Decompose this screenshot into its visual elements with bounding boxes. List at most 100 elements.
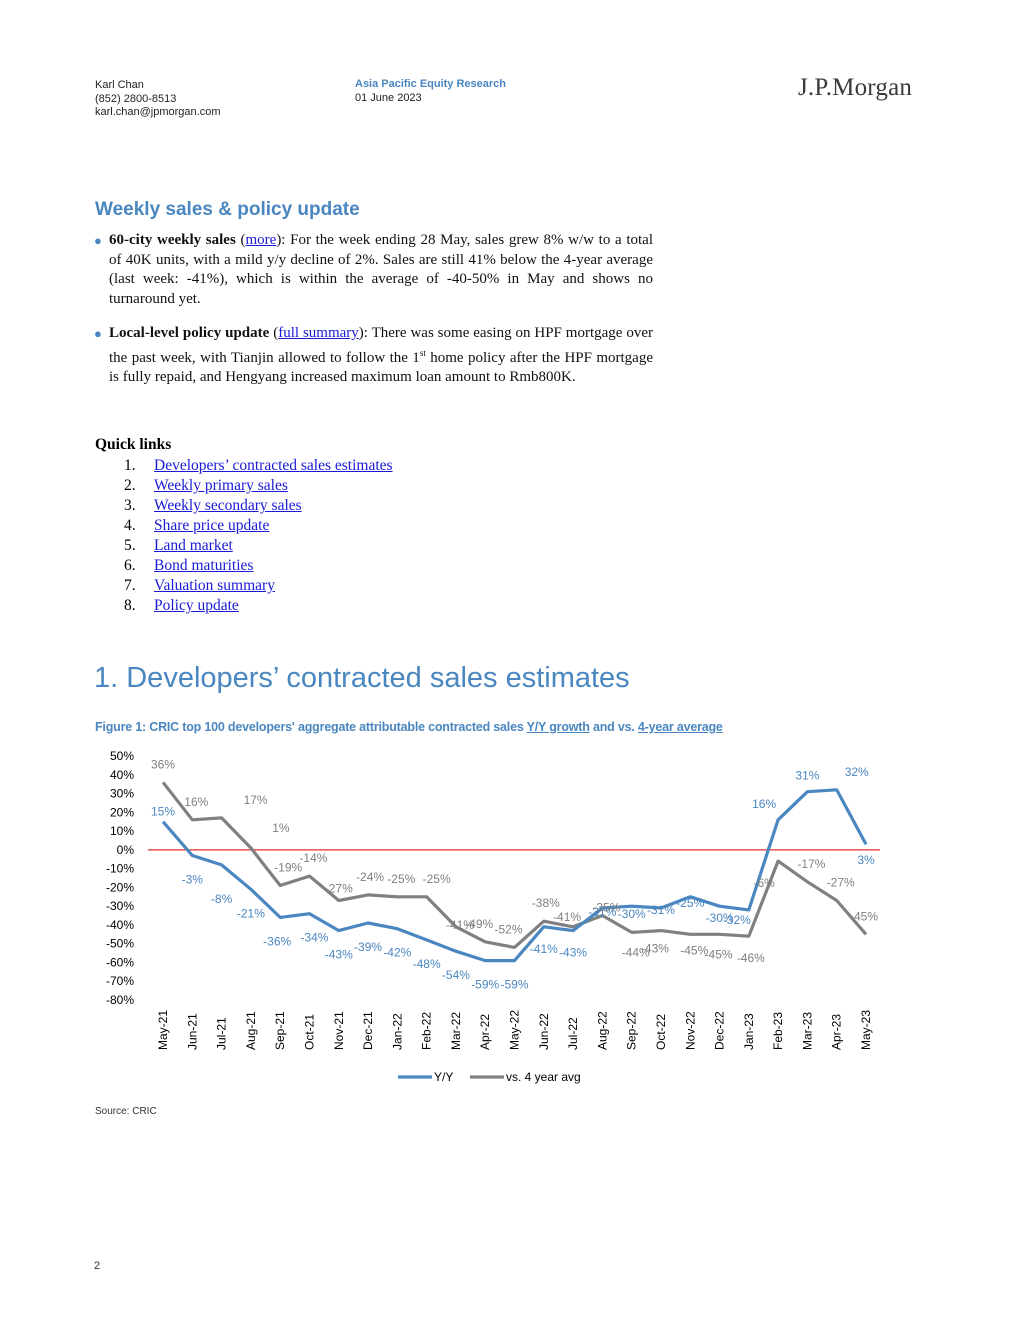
data-label-yy: -32%	[723, 913, 751, 927]
author-block: Karl Chan (852) 2800-8513 karl.chan@jpmo…	[95, 79, 221, 120]
sales-chart: 50% 40% 30% 20% 10% 0% -10% -20% -30% -40% -50% -60…	[106, 749, 880, 1084]
x-tick-label: Dec-22	[713, 1011, 727, 1050]
data-label-yy: -8%	[211, 892, 233, 906]
y-tick-label: 20%	[110, 805, 134, 819]
data-label-yy: 3%	[857, 853, 875, 867]
author-phone: (852) 2800-8513	[95, 92, 177, 105]
bullet-policy-update: ● Local-level policy update (full summar…	[94, 325, 654, 385]
full-summary-link[interactable]: full summary	[278, 325, 359, 341]
quick-link-item: 4. Share price update	[124, 517, 270, 534]
y-tick-label: 40%	[110, 768, 134, 782]
quick-link[interactable]: Policy update	[154, 597, 239, 614]
data-label-yy: -21%	[237, 906, 265, 920]
quick-link[interactable]: Land market	[154, 537, 233, 554]
data-label-yy: 15%	[151, 805, 175, 819]
y-tick-label: 30%	[110, 787, 134, 801]
data-label-yy: -36%	[263, 934, 291, 948]
data-label-4yr-avg: -45%	[850, 909, 878, 923]
y-tick-label: -60%	[106, 955, 134, 969]
quick-link-item: 3. Weekly secondary sales	[124, 497, 302, 514]
data-label-yy: -59%	[500, 978, 528, 992]
quick-link-item: 8. Policy update	[124, 597, 239, 614]
data-label-yy: -34%	[300, 931, 328, 945]
data-label-yy: -31%	[588, 905, 616, 919]
x-tick-label: Jan-22	[390, 1013, 404, 1050]
source-note: Source: CRIC	[95, 1106, 157, 1117]
quick-link-item: 1. Developers’ contracted sales estimates	[124, 457, 393, 474]
x-tick-label: Oct-22	[654, 1014, 668, 1050]
data-label-4yr-avg: -27%	[827, 876, 855, 890]
data-label-yy: -54%	[442, 968, 470, 982]
data-label-4yr-avg: -41%	[553, 910, 581, 924]
y-tick-label: -30%	[106, 899, 134, 913]
report-type: Asia Pacific Equity Research	[355, 78, 507, 90]
quick-link-item: 5. Land market	[124, 537, 233, 554]
bullet-text: ): For the week ending 28 May, sales gre…	[109, 232, 653, 307]
data-label-4yr-avg: -49%	[465, 917, 493, 931]
data-label-yy: -30%	[618, 907, 646, 921]
weekly-section-title: Weekly sales & policy update	[95, 199, 360, 220]
data-label-4yr-avg: -41%	[446, 918, 474, 932]
y-tick-label: -10%	[106, 862, 134, 876]
x-tick-label: Feb-23	[771, 1012, 785, 1050]
bullet-icon: ●	[94, 326, 102, 341]
figure-caption: Figure 1: CRIC top 100 developers' aggre…	[95, 720, 723, 734]
data-label-yy: -3%	[182, 872, 204, 886]
data-label-4yr-avg: -43%	[641, 942, 669, 956]
more-link[interactable]: more	[245, 232, 277, 248]
quick-link[interactable]: Weekly primary sales	[154, 477, 288, 494]
y-tick-label: 10%	[110, 824, 134, 838]
report-info: Asia Pacific Equity Research 01 June 202…	[355, 78, 506, 105]
x-tick-label: Jun-21	[185, 1013, 199, 1050]
bullet-bold: Local-level policy update	[109, 325, 270, 341]
caption-link-yy[interactable]: Y/Y growth	[526, 720, 590, 734]
x-tick-label: Dec-21	[361, 1011, 375, 1050]
x-tick-label: Mar-22	[449, 1012, 463, 1050]
x-tick-label: Nov-21	[332, 1011, 346, 1050]
y-tick-label: -70%	[106, 974, 134, 988]
x-tick-label: Sep-21	[273, 1011, 287, 1050]
data-label-yy: -39%	[354, 940, 382, 954]
data-label-4yr-avg: -25%	[387, 872, 415, 886]
x-tick-label: Aug-22	[595, 1011, 609, 1050]
quick-link-item: 2. Weekly primary sales	[124, 477, 288, 494]
data-label-yy: -43%	[325, 948, 353, 962]
quick-link[interactable]: Bond maturities	[154, 557, 254, 574]
data-label-yy: -41%	[530, 942, 558, 956]
data-label-4yr-avg: -17%	[797, 857, 825, 871]
data-label-yy: -25%	[676, 896, 704, 910]
data-label-4yr-avg: -19%	[274, 861, 302, 875]
quick-links-title: Quick links	[95, 436, 172, 453]
data-label-yy: -43%	[559, 946, 587, 960]
data-label-4yr-avg: -27%	[325, 882, 353, 896]
x-tick-label: Apr-23	[830, 1014, 844, 1050]
data-label-4yr-avg: 16%	[184, 795, 208, 809]
y-tick-label: -40%	[106, 918, 134, 932]
quick-link[interactable]: Developers’ contracted sales estimates	[154, 457, 393, 474]
x-tick-label: Jun-22	[537, 1013, 551, 1050]
x-tick-label: Jul-22	[566, 1017, 580, 1050]
bullet-weekly-sales: ● 60-city weekly sales (more): For the w…	[94, 232, 653, 307]
data-label-4yr-avg: 1%	[272, 821, 290, 835]
caption-link-4yr[interactable]: 4-year average	[637, 720, 723, 734]
quick-link[interactable]: Share price update	[154, 517, 270, 534]
bullet-icon: ●	[94, 233, 102, 248]
x-tick-label: May-21	[156, 1010, 170, 1050]
data-label-yy: -59%	[471, 978, 499, 992]
x-tick-label: Feb-22	[420, 1012, 434, 1050]
author-name: Karl Chan	[95, 79, 144, 91]
data-label-yy: -48%	[413, 957, 441, 971]
data-label-yy: -42%	[383, 946, 411, 960]
y-tick-label: 0%	[117, 843, 135, 857]
data-label-4yr-avg: -14%	[299, 851, 327, 865]
quick-link[interactable]: Valuation summary	[154, 577, 275, 594]
section-heading: 1. Developers’ contracted sales estimate…	[94, 662, 630, 694]
y-tick-label: -50%	[106, 937, 134, 951]
y-tick-label: -80%	[106, 993, 134, 1007]
data-label-4yr-avg: -24%	[356, 870, 384, 884]
quick-link-item: 7. Valuation summary	[124, 577, 275, 594]
author-email: karl.chan@jpmorgan.com	[95, 106, 221, 118]
quick-link[interactable]: Weekly secondary sales	[154, 497, 302, 514]
data-label-4yr-avg: 17%	[244, 793, 268, 807]
quick-link-item: 6. Bond maturities	[124, 557, 254, 574]
